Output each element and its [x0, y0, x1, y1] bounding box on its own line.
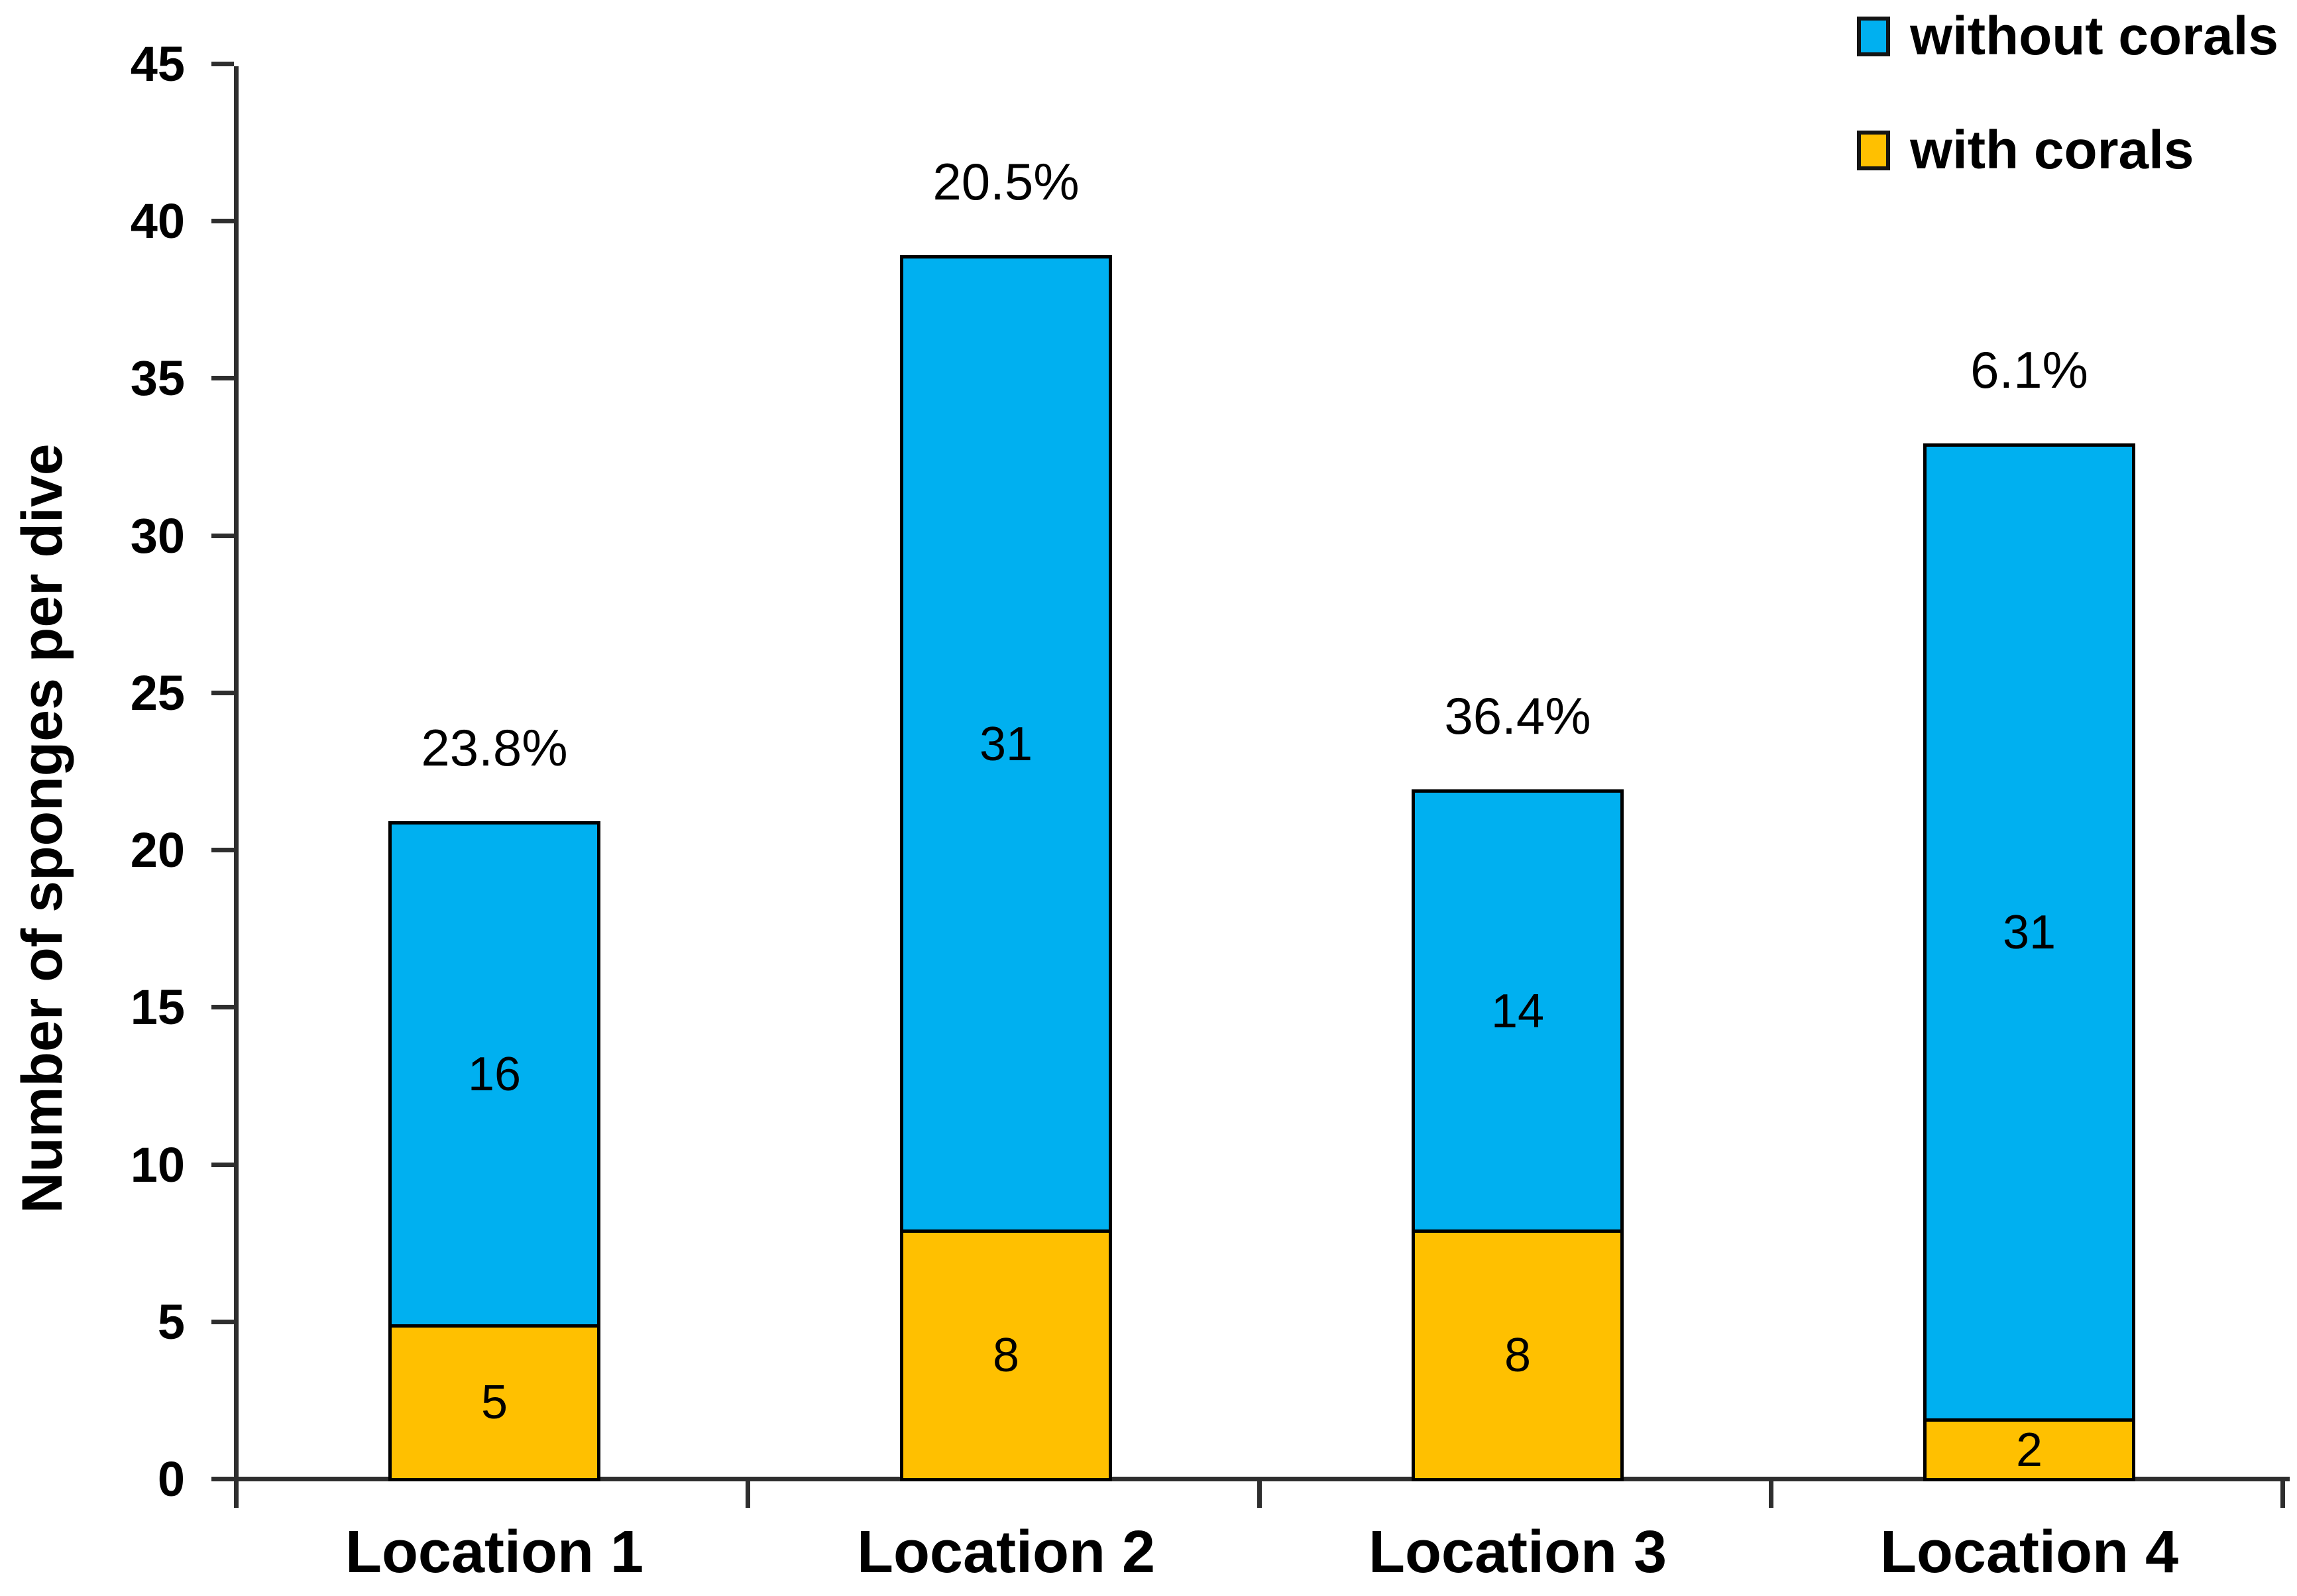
y-tick-label: 25: [130, 665, 185, 720]
x-tick-mark: [2280, 1481, 2285, 1508]
y-tick-mark: [211, 1319, 234, 1324]
y-tick-mark: [211, 690, 234, 695]
y-tick-label: 45: [130, 36, 185, 91]
bar-segment-without-corals: 14: [1412, 789, 1624, 1233]
legend-label: without corals: [1910, 6, 2278, 66]
legend-label: with corals: [1910, 120, 2194, 181]
y-tick-mark: [211, 376, 234, 381]
percent-label: 36.4%: [1444, 687, 1591, 746]
x-category-label: Location 1: [345, 1519, 644, 1585]
bar-segment-with-corals: 2: [1923, 1418, 2135, 1481]
bar-value-label: 31: [979, 717, 1033, 771]
x-tick-mark: [1257, 1481, 1262, 1508]
x-category-label: Location 3: [1368, 1519, 1667, 1585]
percent-label: 23.8%: [421, 718, 568, 777]
y-tick-mark: [211, 533, 234, 538]
y-tick-mark: [211, 62, 234, 66]
y-tick-label: 0: [157, 1452, 185, 1507]
y-tick-mark: [211, 848, 234, 853]
y-tick-mark: [211, 1162, 234, 1167]
x-tick-mark: [234, 1481, 239, 1508]
y-axis-line: [234, 66, 239, 1508]
bar-segment-with-corals: 8: [900, 1229, 1112, 1481]
x-axis-line: [216, 1477, 2290, 1481]
x-category-label: Location 2: [856, 1519, 1156, 1585]
bar-segment-with-corals: 5: [388, 1324, 600, 1481]
legend-swatch-without-corals: [1857, 17, 1891, 57]
y-tick-label: 5: [157, 1294, 185, 1349]
percent-label: 6.1%: [1970, 341, 2088, 400]
legend-swatch-with-corals: [1857, 131, 1891, 171]
y-tick-label: 30: [130, 508, 185, 563]
y-tick-label: 20: [130, 823, 185, 878]
bar-value-label: 8: [1504, 1329, 1532, 1383]
y-tick-mark: [211, 1477, 234, 1481]
bar-value-label: 8: [992, 1329, 1020, 1383]
y-tick-label: 40: [130, 194, 185, 249]
bar-value-label: 16: [467, 1047, 522, 1101]
percent-label: 20.5%: [932, 152, 1080, 211]
bar-segment-without-corals: 31: [900, 255, 1112, 1233]
y-tick-label: 35: [130, 351, 185, 406]
x-tick-mark: [1769, 1481, 1773, 1508]
bar-segment-without-corals: 16: [388, 821, 600, 1328]
legend: without corals with corals: [1857, 6, 2278, 181]
bar-value-label: 5: [480, 1376, 508, 1430]
y-tick-mark: [211, 1005, 234, 1010]
bar-value-label: 31: [2002, 906, 2056, 960]
bar-value-label: 14: [1490, 984, 1545, 1038]
x-tick-mark: [746, 1481, 750, 1508]
bar-segment-with-corals: 8: [1412, 1229, 1624, 1481]
y-tick-label: 10: [130, 1137, 185, 1192]
legend-item-without-corals: without corals: [1857, 6, 2278, 66]
y-tick-mark: [211, 219, 234, 224]
y-tick-label: 15: [130, 980, 185, 1035]
legend-item-with-corals: with corals: [1857, 120, 2194, 181]
x-category-label: Location 4: [1879, 1519, 2179, 1585]
bar-value-label: 2: [2015, 1423, 2043, 1477]
bar-segment-without-corals: 31: [1923, 443, 2135, 1422]
